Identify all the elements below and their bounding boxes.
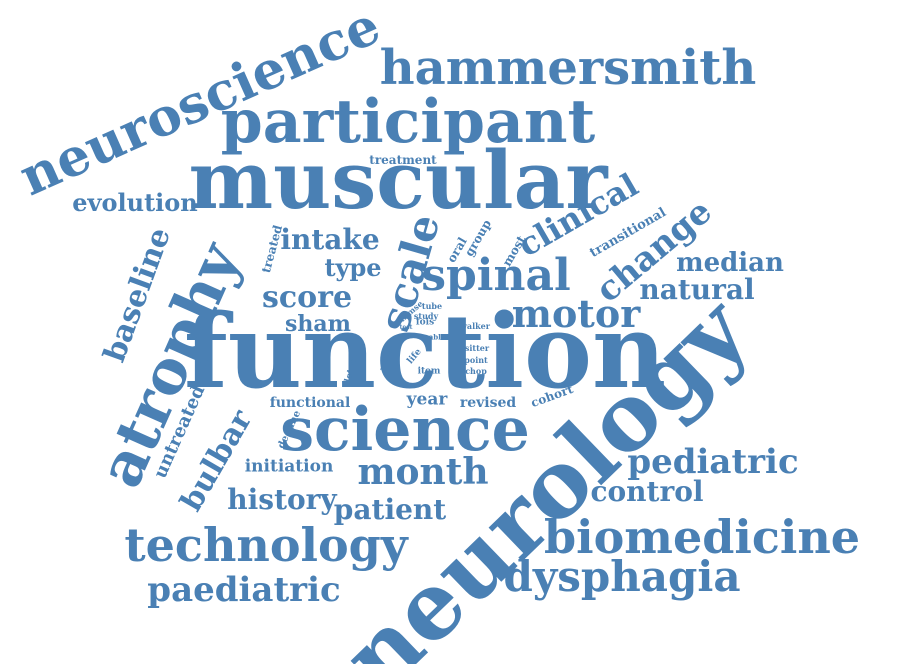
word-participant: participant bbox=[220, 87, 596, 157]
word-initiation: initiation bbox=[244, 456, 334, 477]
word-pediatric: pediatric bbox=[627, 442, 799, 482]
word-type: type bbox=[324, 253, 382, 282]
word-control: control bbox=[590, 475, 704, 508]
word-science: science bbox=[280, 395, 530, 465]
word-functional: functional bbox=[269, 395, 351, 411]
word-patient: patient bbox=[333, 493, 447, 526]
word-dysphagia: dysphagia bbox=[503, 552, 741, 601]
word-study: study bbox=[413, 311, 439, 321]
word-point: point bbox=[464, 355, 488, 365]
word-median: median bbox=[676, 248, 784, 278]
word-spinal: spinal bbox=[421, 250, 571, 301]
word-able: able bbox=[428, 332, 446, 342]
word-revised: revised bbox=[459, 395, 517, 411]
word-function: function bbox=[183, 292, 667, 412]
word-year: year bbox=[406, 389, 448, 410]
word-natural: natural bbox=[639, 273, 755, 306]
word-motor: motor bbox=[511, 291, 641, 336]
word-sitter: sitter bbox=[464, 343, 490, 353]
word-chop: chop bbox=[465, 366, 487, 376]
word-biomedicine: biomedicine bbox=[543, 510, 861, 564]
word-item: item bbox=[417, 366, 441, 377]
word-technology: technology bbox=[124, 518, 408, 572]
word-treatment: treatment bbox=[369, 153, 437, 167]
word-intake: intake bbox=[280, 223, 380, 256]
word-muscular: muscular bbox=[188, 133, 608, 227]
word-walker: walker bbox=[460, 321, 490, 331]
word-sham: sham bbox=[285, 311, 351, 337]
word-fois: fois bbox=[415, 317, 435, 328]
word-test: test bbox=[399, 324, 413, 331]
word-month: month bbox=[357, 451, 489, 493]
word-score: score bbox=[261, 280, 353, 315]
word-tube: tube bbox=[421, 301, 443, 311]
word-paediatric: paediatric bbox=[147, 570, 341, 610]
word-history: history bbox=[227, 483, 337, 516]
word-evolution: evolution bbox=[72, 188, 198, 217]
word-hammersmith: hammersmith bbox=[379, 40, 757, 96]
